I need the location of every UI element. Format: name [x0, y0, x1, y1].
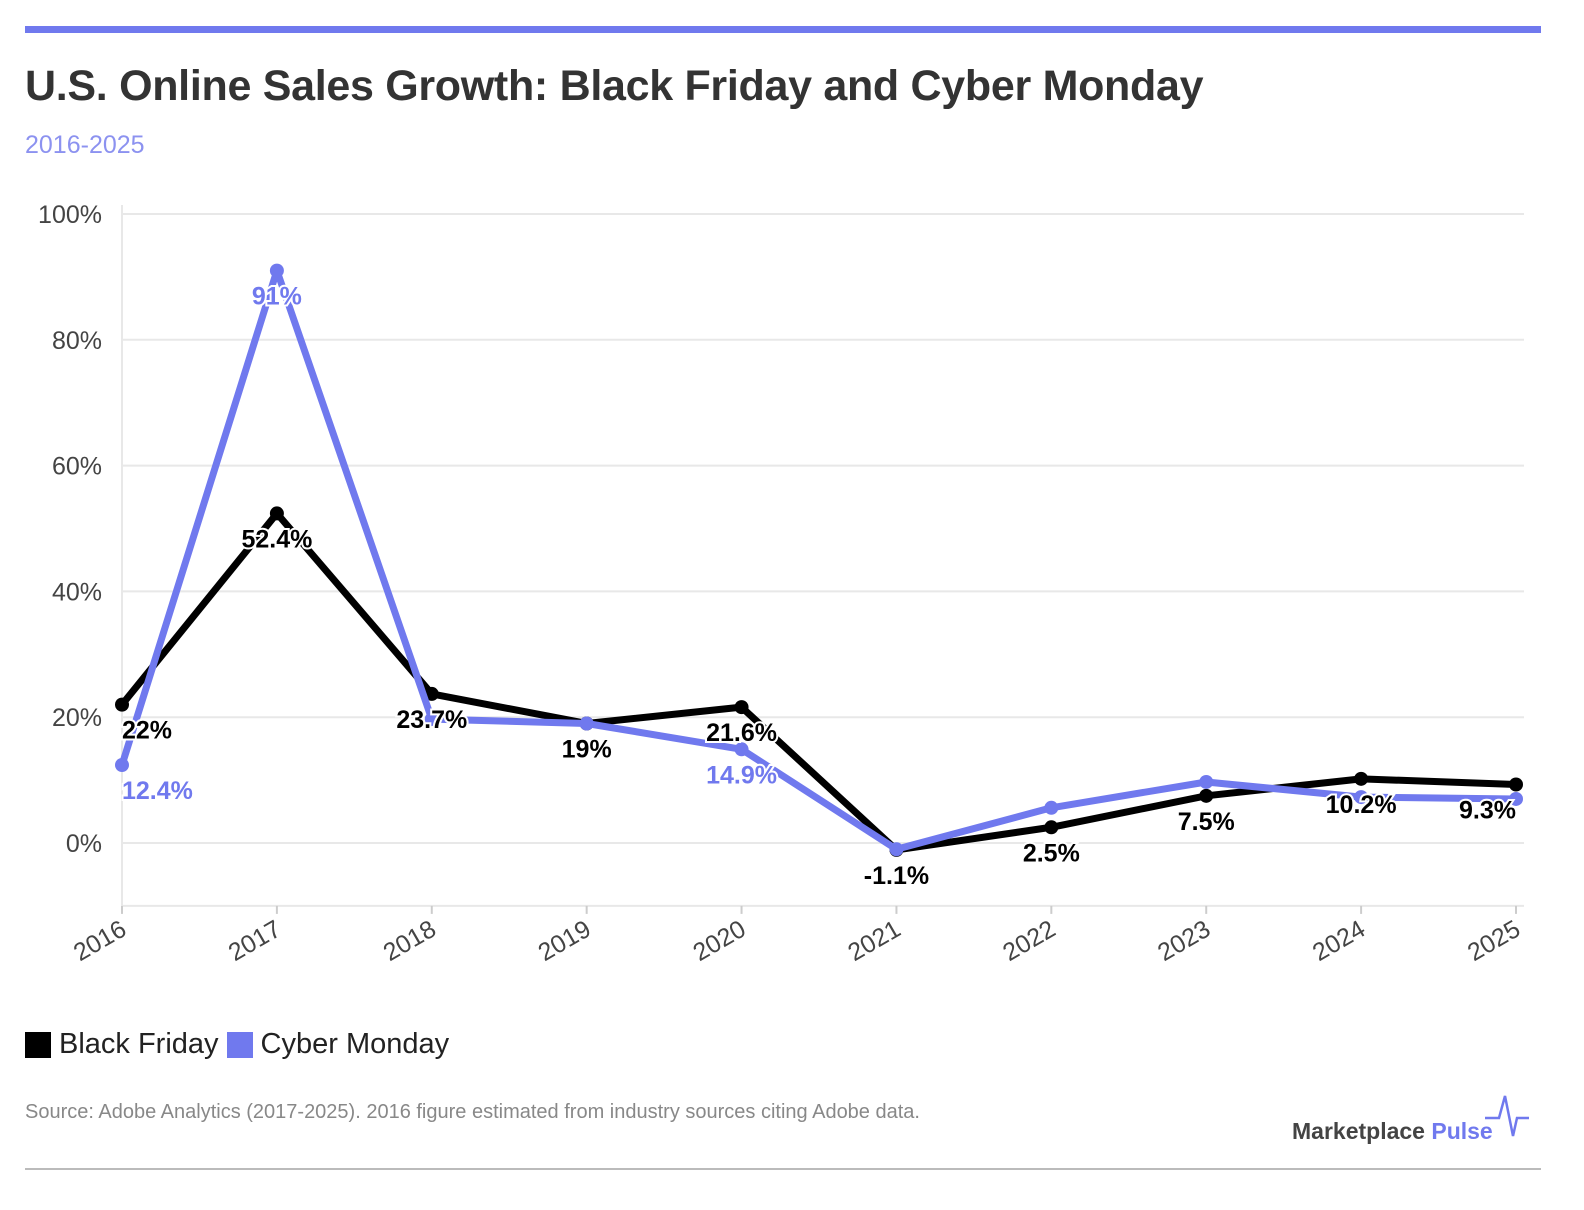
- data-label: 22%: [122, 717, 172, 745]
- data-point: [269, 506, 284, 521]
- legend-label: Cyber Monday: [260, 1028, 450, 1060]
- legend-item-cyber-monday[interactable]: Cyber Monday: [226, 1028, 450, 1061]
- legend-label: Black Friday: [59, 1028, 219, 1060]
- data-point: [734, 700, 749, 715]
- data-label: -1.1%: [864, 862, 929, 890]
- series-line-cyber-monday: [118, 267, 1517, 853]
- y-tick-label: 80%: [52, 327, 102, 355]
- data-point: [1509, 791, 1523, 806]
- divider: [25, 1168, 1541, 1170]
- x-tick-label: 2018: [379, 915, 441, 967]
- y-tick-label: 20%: [52, 704, 102, 732]
- y-tick-label: 0%: [66, 830, 102, 858]
- data-point: [734, 742, 749, 757]
- x-tick-label: 2025: [1463, 915, 1525, 967]
- x-tick-label: 2019: [533, 915, 595, 967]
- data-label: 12.4%: [122, 777, 193, 805]
- line-chart: 0% 20% 40% 60% 80% 100% 2016 2017 2018 2019 2020 20…: [38, 201, 1525, 967]
- x-tick-label: 2022: [998, 915, 1060, 967]
- x-tick-label: 2024: [1308, 915, 1370, 967]
- x-tick-label: 2023: [1153, 915, 1215, 967]
- data-label: 52.4%: [241, 525, 312, 553]
- data-label: 19%: [562, 735, 612, 763]
- data-point: [1354, 790, 1369, 805]
- data-point: [1199, 774, 1214, 789]
- y-tick-label: 60%: [52, 453, 102, 481]
- data-point: [115, 758, 129, 773]
- pulse-icon: [1485, 1095, 1529, 1137]
- data-point: [1199, 788, 1214, 803]
- legend: Black Friday Cyber Monday: [25, 1028, 449, 1061]
- data-point: [269, 263, 284, 278]
- data-label: 7.5%: [1178, 808, 1235, 836]
- y-tick-label: 40%: [52, 578, 102, 606]
- data-point: [424, 686, 439, 701]
- x-tick-label: 2017: [224, 915, 286, 967]
- data-label: 14.9%: [706, 761, 777, 789]
- data-point: [1044, 800, 1059, 815]
- source-note: Source: Adobe Analytics (2017-2025). 201…: [25, 1101, 920, 1123]
- data-label: 2.5%: [1023, 839, 1080, 867]
- y-tick-label: 100%: [38, 201, 102, 229]
- logo: Marketplace Pulse: [1292, 1095, 1529, 1145]
- logo-word: Marketplace: [1292, 1118, 1425, 1144]
- data-label: 9.3%: [1459, 797, 1516, 825]
- logo-word: Pulse: [1431, 1118, 1493, 1144]
- data-point: [579, 716, 594, 731]
- x-tick-label: 2021: [843, 915, 905, 967]
- accent-bar: [25, 26, 1541, 33]
- data-label: 23.7%: [396, 706, 467, 734]
- data-point: [889, 842, 904, 857]
- data-point: [1354, 771, 1369, 786]
- chart-subtitle: 2016-2025: [25, 131, 145, 159]
- data-point: [1044, 820, 1059, 835]
- data-point: [115, 697, 129, 712]
- legend-swatch-purple: [226, 1031, 253, 1058]
- legend-swatch-black: [25, 1031, 51, 1058]
- data-label: 10.2%: [1326, 791, 1397, 819]
- data-label: 21.6%: [706, 719, 777, 747]
- x-tick-label: 2020: [688, 915, 750, 967]
- x-tick-label: 2016: [69, 915, 131, 967]
- data-point: [424, 712, 439, 727]
- data-label: 91%: [252, 283, 302, 311]
- legend-item-black-friday[interactable]: Black Friday: [25, 1028, 219, 1061]
- chart-title: U.S. Online Sales Growth: Black Friday a…: [25, 62, 1204, 110]
- data-point: [1509, 777, 1523, 792]
